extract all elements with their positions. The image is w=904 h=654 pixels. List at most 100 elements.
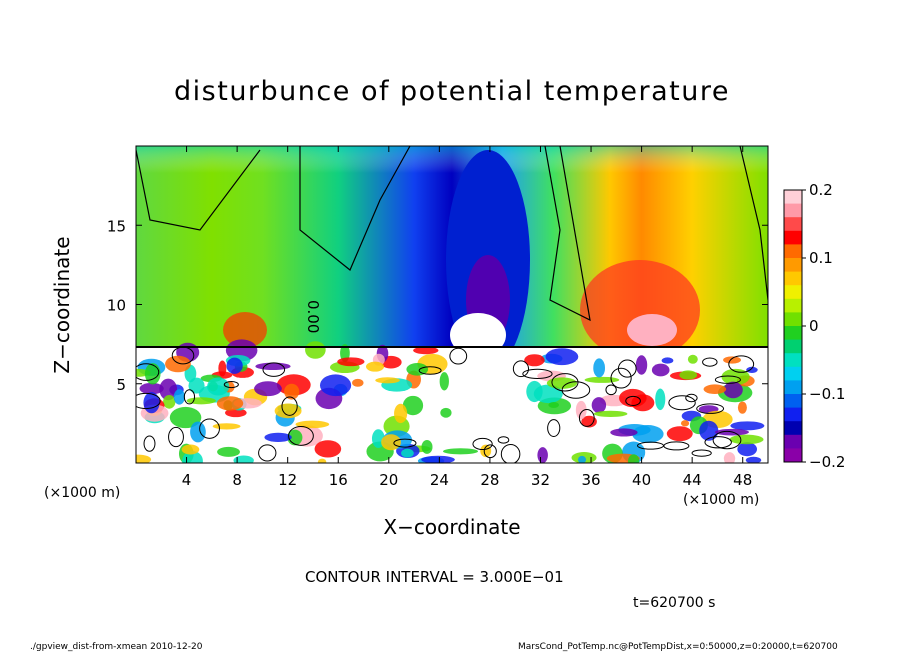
contour-ring	[625, 395, 641, 406]
turbulence-blob	[577, 455, 587, 463]
contour-ring	[136, 363, 160, 381]
x-tick-label: 44	[683, 471, 702, 489]
turbulence-blob	[723, 381, 743, 399]
contour-ring	[691, 449, 712, 457]
contour-ring	[288, 425, 314, 446]
y-axis-label: Z−coordinate	[50, 236, 74, 374]
contour-ring	[262, 362, 286, 377]
colorbar-swatch	[784, 339, 802, 354]
turbulence-blob	[548, 402, 560, 409]
contour-ring	[728, 355, 755, 373]
turbulence-blob	[305, 341, 326, 359]
warm-plume-left	[223, 312, 267, 348]
contour-ring	[578, 409, 595, 427]
colorbar-swatch	[784, 380, 802, 395]
turbulence-blob	[181, 444, 200, 455]
colorbar-tick-label: −0.1	[809, 385, 845, 403]
turbulence-blob	[442, 448, 479, 455]
turbulence-blob	[581, 415, 597, 428]
contour-ring	[258, 444, 277, 462]
contour-ring	[696, 403, 725, 414]
colorbar-swatch	[784, 217, 802, 232]
footer-left: ./gpview_dist-from-xmean 2010-12-20	[30, 642, 203, 652]
colorbar-swatch	[784, 244, 802, 259]
turbulence-blob	[480, 444, 492, 458]
contour-ring	[668, 395, 696, 411]
colorbar-swatch	[784, 298, 802, 313]
contour-ring	[183, 389, 196, 405]
x-tick-label: 24	[430, 471, 449, 489]
turbulence-blob	[188, 377, 205, 394]
turbulence-blob	[699, 420, 719, 441]
colorbar-swatch	[784, 366, 802, 381]
turbulence-blob	[666, 426, 693, 442]
turbulence-blob	[703, 384, 727, 394]
colorbar-swatch	[784, 448, 802, 463]
contour-ring	[561, 381, 591, 399]
turbulence-blob	[317, 458, 327, 463]
turbulence-blob	[631, 394, 655, 412]
contour-ring	[418, 366, 442, 375]
colorbar-swatch	[784, 271, 802, 286]
lower-turbulence	[136, 339, 765, 463]
turbulence-blob	[635, 355, 648, 375]
turbulence-blob	[394, 403, 408, 424]
x-tick-label: 12	[278, 471, 297, 489]
x-tick-label: 8	[232, 471, 242, 489]
warm-core-right	[627, 314, 677, 346]
turbulence-blob	[655, 388, 666, 411]
turbulence-blob	[729, 434, 764, 445]
turbulence-blob	[144, 363, 161, 385]
colorbar-swatch	[784, 326, 802, 341]
turbulence-blob	[143, 392, 160, 414]
turbulence-blob	[190, 421, 206, 443]
contour-ring	[143, 435, 156, 452]
turbulence-blob	[212, 423, 241, 430]
turbulence-blob	[207, 377, 230, 396]
turbulence-blob	[413, 346, 439, 355]
turbulence-blob	[421, 439, 433, 454]
contour-ring	[168, 426, 184, 448]
time-label: t=620700 s	[633, 595, 716, 611]
colorbar	[784, 190, 802, 463]
contour-ring	[685, 393, 698, 403]
turbulence-blob	[730, 421, 765, 431]
contour-ring	[547, 419, 561, 437]
turbulence-blob	[136, 454, 152, 463]
turbulence-blob	[233, 455, 254, 463]
colorbar-ticks: 0.2 0.1 0 −0.1 −0.2	[802, 181, 845, 471]
x-tick-label: 48	[733, 471, 752, 489]
turbulence-blob	[381, 434, 401, 451]
turbulence-blob	[314, 440, 342, 458]
turbulence-blob	[365, 361, 385, 372]
contour-interval: CONTOUR INTERVAL = 3.000E−01	[305, 568, 564, 586]
turbulence-blob	[401, 448, 414, 458]
contour-ring	[199, 418, 220, 439]
turbulence-blob	[545, 348, 579, 366]
turbulence-blob	[526, 380, 543, 403]
turbulence-blob	[737, 401, 747, 414]
turbulence-blob	[575, 400, 587, 420]
y-tick-label: 5	[116, 376, 126, 394]
contour-ring	[605, 384, 617, 396]
contour-label: 0.00	[304, 300, 322, 333]
contour-ring	[472, 437, 493, 451]
turbulence-blob	[274, 403, 302, 419]
turbulence-blob	[337, 357, 365, 367]
x-axis-label: X−coordinate	[383, 515, 521, 539]
colorbar-swatch	[784, 190, 802, 205]
colorbar-swatch	[784, 285, 802, 300]
turbulence-blob	[610, 428, 638, 437]
colorbar-tick-label: 0.1	[809, 249, 833, 267]
contour-ring	[522, 368, 553, 379]
colorbar-swatch	[784, 394, 802, 409]
colorbar-swatch	[784, 230, 802, 245]
contour-ring	[223, 381, 239, 389]
turbulence-blob	[163, 394, 176, 409]
contour-ring	[497, 436, 510, 444]
turbulence-blob	[217, 446, 240, 457]
colorbar-swatch	[784, 258, 802, 273]
heatmap-field	[136, 146, 768, 463]
x-tick-label: 20	[379, 471, 398, 489]
contour-ring	[617, 359, 637, 378]
